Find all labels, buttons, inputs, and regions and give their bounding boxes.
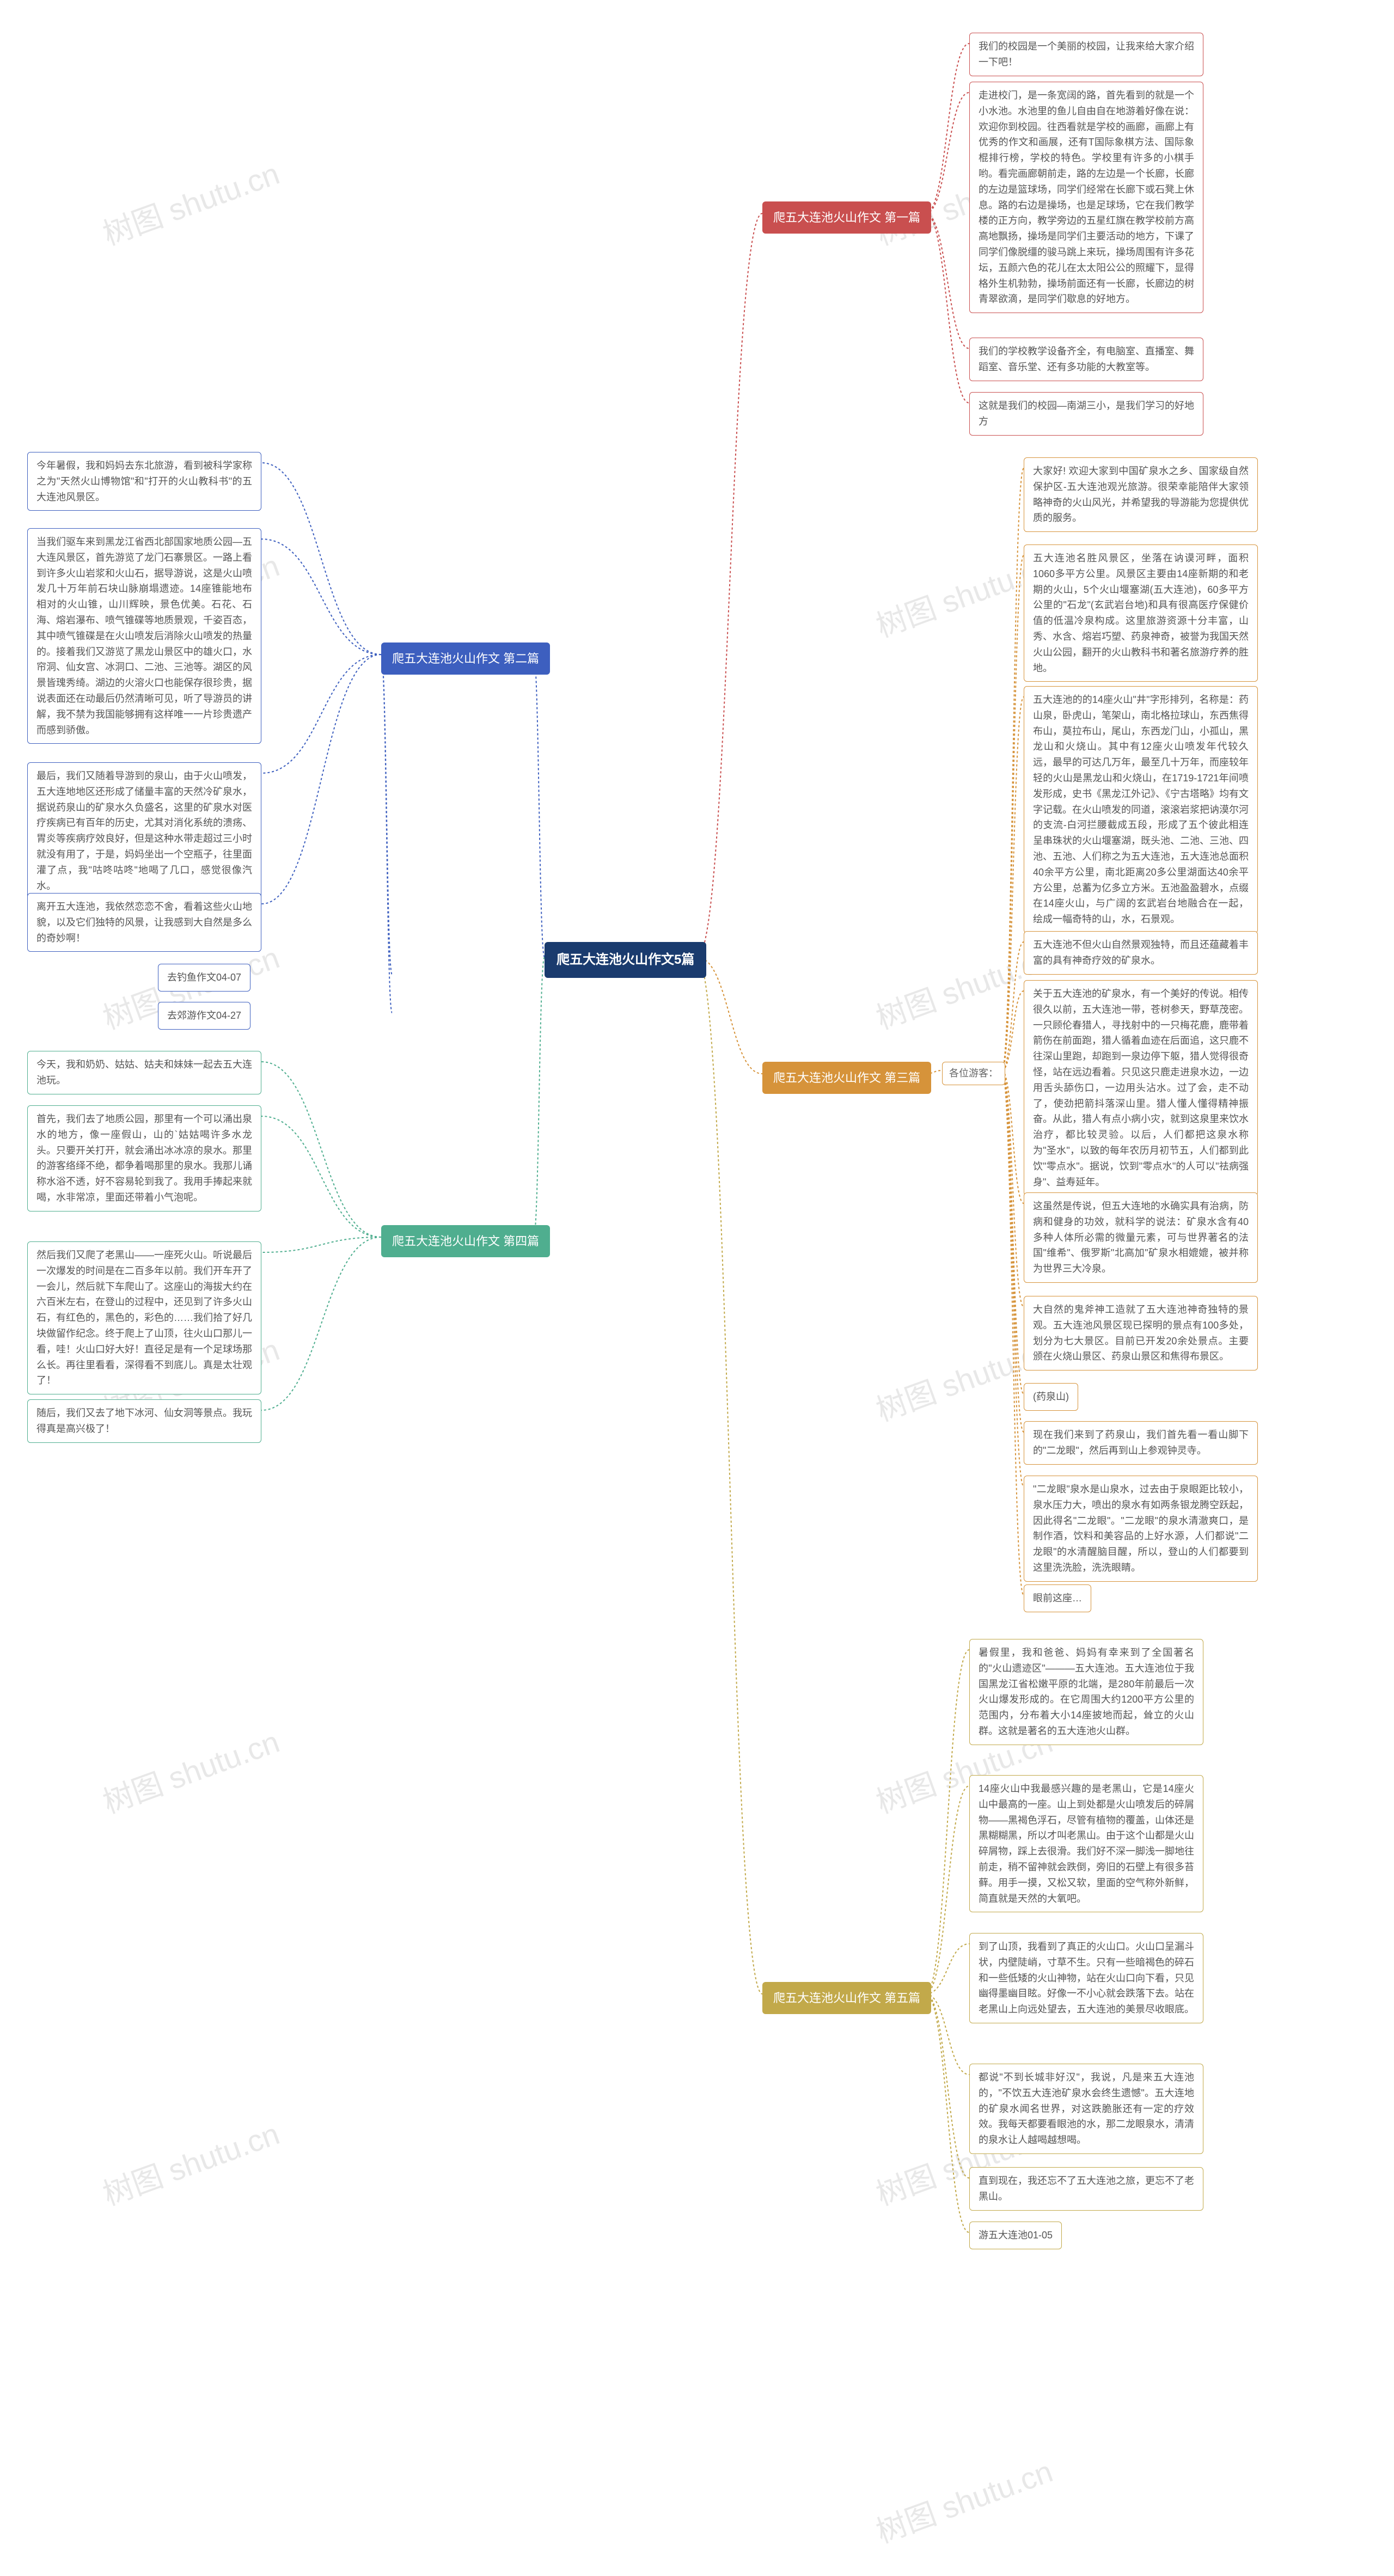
leaf-node: 今天，我和奶奶、姑姑、姑夫和妹妹一起去五大连池玩。: [27, 1051, 261, 1094]
leaf-node: 当我们驱车来到黑龙江省西北部国家地质公园—五大连风景区，首先游览了龙门石寨景区。…: [27, 528, 261, 744]
branch-node-b2[interactable]: 爬五大连池火山作文 第二篇: [381, 643, 550, 675]
leaf-node: 今年暑假，我和妈妈去东北旅游，看到被科学家称之为"天然火山博物馆"和"打开的火山…: [27, 452, 261, 511]
leaf-node: 都说"不到长城非好汉"，我说，凡是来五大连池的，"不饮五大连池矿泉水会终生遗憾"…: [969, 2064, 1203, 2154]
leaf-node: 这虽然是传说，但五大连地的水确实具有治病，防病和健身的功效，就科学的说法：矿泉水…: [1024, 1192, 1258, 1283]
leaf-node: 暑假里，我和爸爸、妈妈有幸来到了全国著名的"火山遗迹区"———五大连池。五大连池…: [969, 1639, 1203, 1745]
leaf-node: 走进校门，是一条宽阔的路，首先看到的就是一个小水池。水池里的鱼儿自由自在地游着好…: [969, 82, 1203, 313]
leaf-node: (药泉山): [1024, 1383, 1078, 1411]
leaf-node: 最后，我们又随着导游到的泉山，由于火山喷发，五大连地地区还形成了储量丰富的天然冷…: [27, 762, 261, 900]
leaf-node: 离开五大连池，我依然恋恋不舍，看着这些火山地貌，以及它们独特的风景，让我感到大自…: [27, 893, 261, 952]
leaf-node: 首先，我们去了地质公园，那里有一个可以涌出泉水的地方，像一座假山，山的`姑姑喝许…: [27, 1105, 261, 1211]
leaf-node: 关于五大连池的矿泉水，有一个美好的传说。相传很久以前，五大连池一带，苍树参天，野…: [1024, 980, 1258, 1196]
branch-node-b5[interactable]: 爬五大连池火山作文 第五篇: [762, 1982, 931, 2014]
watermark: 树图 shutu.cn: [96, 149, 285, 254]
root-node[interactable]: 爬五大连池火山作文5篇: [545, 942, 706, 978]
watermark: 树图 shutu.cn: [96, 2109, 285, 2214]
leaf-node: 我们的学校教学设备齐全，有电脑室、直播室、舞蹈室、音乐堂、还有多功能的大教室等。: [969, 338, 1203, 381]
leaf-node: 五大连池的的14座火山"井"字形排列，名称是：药山泉，卧虎山，笔架山，南北格拉球…: [1024, 686, 1258, 933]
watermark: 树图 shutu.cn: [96, 1717, 285, 1822]
leaf-node: 我们的校园是一个美丽的校园，让我来给大家介绍一下吧！: [969, 33, 1203, 76]
leaf-node: 去郊游作文04-27: [158, 1002, 250, 1030]
leaf-node: 14座火山中我最感兴趣的是老黑山，它是14座火山中最高的一座。山上到处都是火山喷…: [969, 1775, 1203, 1912]
leaf-node: 大自然的鬼斧神工造就了五大连池神奇独特的景观。五大连池风景区现已探明的景点有10…: [1024, 1296, 1258, 1370]
watermark: 树图 shutu.cn: [869, 2447, 1058, 2551]
leaf-node: "二龙眼"泉水是山泉水，过去由于泉眼距比较小，泉水压力大，喷出的泉水有如两条银龙…: [1024, 1476, 1258, 1582]
leaf-node: 到了山顶，我看到了真正的火山口。火山口呈漏斗状，内壁陡峭，寸草不生。只有一些暗褐…: [969, 1933, 1203, 2023]
leaf-node: 随后，我们又去了地下冰河、仙女洞等景点。我玩得真是高兴极了！: [27, 1399, 261, 1443]
leaf-node: 游五大连池01-05: [969, 2222, 1062, 2249]
leaf-node: 五大连池不但火山自然景观独特，而且还蕴藏着丰富的具有神奇疗效的矿泉水。: [1024, 931, 1258, 975]
leaf-node: 去钓鱼作文04-07: [158, 964, 250, 992]
branch-node-b1[interactable]: 爬五大连池火山作文 第一篇: [762, 201, 931, 234]
leaf-node: 然后我们又爬了老黑山——一座死火山。听说最后一次爆发的时间是在二百多年以前。我们…: [27, 1241, 261, 1394]
branch-node-b4[interactable]: 爬五大连池火山作文 第四篇: [381, 1225, 550, 1257]
leaf-node: 现在我们来到了药泉山，我们首先看一看山脚下的"二龙眼"，然后再到山上参观钟灵寺。: [1024, 1421, 1258, 1465]
leaf-node: 大家好! 欢迎大家到中国矿泉水之乡、国家级自然保护区-五大连池观光旅游。很荣幸能…: [1024, 457, 1258, 532]
leaf-node: 这就是我们的校园—南湖三小，是我们学习的好地方: [969, 392, 1203, 436]
leaf-node: 五大连池名胜风景区，坐落在讷谟河畔，面积1060多平方公里。风景区主要由14座新…: [1024, 544, 1258, 682]
leaf-node: 眼前这座…: [1024, 1584, 1091, 1612]
branch-node-b3[interactable]: 爬五大连池火山作文 第三篇: [762, 1062, 931, 1094]
leaf-node: 直到现在，我还忘不了五大连池之旅，更忘不了老黑山。: [969, 2167, 1203, 2211]
sublabel-b3: 各位游客：: [942, 1062, 1005, 1085]
